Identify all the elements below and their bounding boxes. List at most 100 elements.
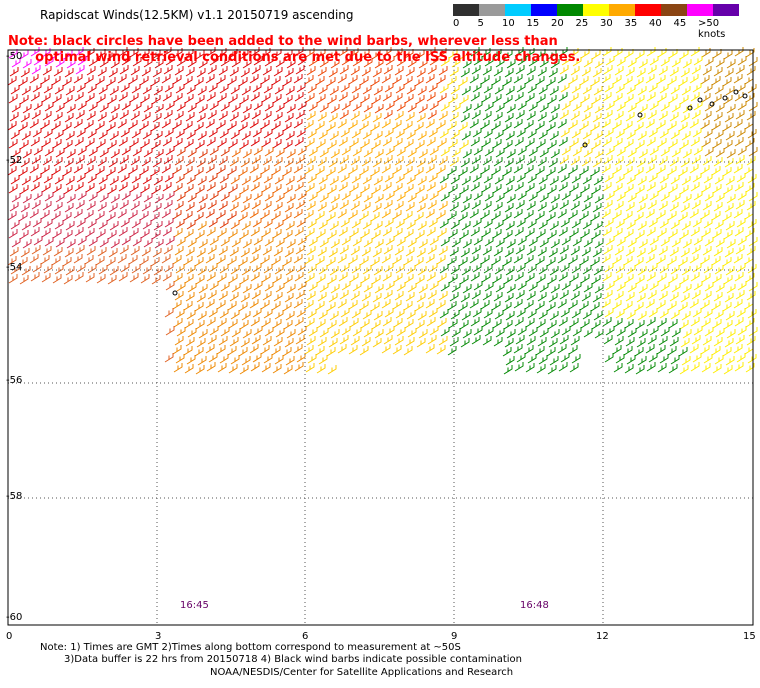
wind-barb: [428, 128, 438, 138]
wind-barb: [392, 165, 402, 175]
wind-barb: [569, 138, 579, 148]
wind-barb: [484, 147, 494, 157]
wind-barb: [645, 74, 655, 84]
wind-barb: [667, 121, 677, 131]
wind-barb: [316, 94, 326, 104]
wind-barb: [294, 272, 304, 282]
wind-barb: [494, 310, 504, 320]
wind-barb: [308, 282, 318, 292]
wind-barb: [515, 155, 525, 165]
wind-barb: [701, 228, 711, 238]
wind-barb: [658, 156, 668, 166]
wind-barb: [612, 75, 622, 85]
wind-barb: [637, 176, 647, 186]
wind-barb: [537, 247, 547, 257]
wind-barb: [338, 227, 348, 237]
wind-barb: [614, 291, 624, 301]
wind-barb: [117, 209, 127, 219]
wind-barb: [525, 363, 535, 373]
wind-barb: [296, 128, 306, 138]
wind-barb: [150, 77, 160, 87]
wind-barb: [700, 165, 710, 175]
wind-barb: [382, 227, 392, 237]
wind-barb: [528, 102, 538, 112]
wind-barb: [264, 237, 274, 247]
wind-barb: [275, 58, 285, 68]
wind-barb: [404, 139, 414, 149]
wind-barb: [514, 182, 524, 192]
wind-barb: [53, 202, 63, 212]
wind-barb: [679, 320, 689, 330]
wind-barb: [525, 93, 535, 103]
wind-barb: [220, 237, 230, 247]
wind-barb: [495, 328, 505, 338]
wind-barb: [494, 175, 504, 185]
wind-barb: [404, 229, 414, 239]
wind-barb: [132, 192, 142, 202]
legend-label: 5: [477, 18, 484, 29]
wind-barb: [184, 364, 194, 374]
wind-barb: [601, 299, 611, 309]
wind-barb: [725, 176, 735, 186]
wind-barb: [110, 194, 120, 204]
wind-barb: [480, 255, 490, 265]
wind-barb: [218, 111, 228, 121]
wind-barb: [590, 212, 600, 222]
wind-barb: [195, 230, 205, 240]
wind-barb: [231, 238, 241, 248]
wind-barb: [593, 311, 603, 321]
wind-barb: [744, 210, 754, 220]
wind-barb: [603, 290, 613, 300]
wind-barb: [734, 92, 744, 102]
wind-barb: [570, 66, 580, 76]
wind-barb: [414, 212, 424, 222]
wind-barb: [514, 137, 524, 147]
wind-barb: [714, 355, 724, 365]
wind-barb: [690, 272, 700, 282]
wind-barb: [174, 291, 184, 301]
wind-barb: [513, 209, 523, 219]
wind-barb: [21, 266, 31, 276]
wind-barb: [568, 210, 578, 220]
wind-barb: [272, 139, 282, 149]
wind-barb: [29, 164, 39, 174]
wind-barb: [273, 67, 283, 77]
wind-barb: [473, 191, 483, 201]
wind-barb: [362, 130, 372, 140]
wind-barb: [361, 112, 371, 122]
wind-barb: [340, 83, 350, 93]
wind-barb: [305, 93, 315, 103]
wind-barb: [472, 83, 482, 93]
wind-barb: [52, 274, 62, 284]
wind-barb: [417, 86, 427, 96]
wind-barb: [185, 157, 195, 167]
wind-barb: [701, 93, 711, 103]
wind-barb: [66, 149, 76, 159]
wind-barb: [723, 365, 733, 375]
wind-barb: [525, 318, 535, 328]
wind-barb: [350, 201, 360, 211]
wind-barb: [372, 293, 382, 303]
wind-barb: [704, 192, 714, 202]
wind-barb: [635, 320, 645, 330]
wind-barb: [359, 76, 369, 86]
wind-barb: [646, 362, 656, 372]
wind-barb: [208, 128, 218, 138]
wind-barb: [449, 292, 459, 302]
wind-barb: [22, 239, 32, 249]
wind-barb: [560, 218, 570, 228]
wind-barb: [328, 293, 338, 303]
wind-barb: [458, 122, 468, 132]
wind-barb: [8, 94, 18, 104]
wind-barb: [361, 202, 371, 212]
wind-barb: [371, 185, 381, 195]
wind-barb: [569, 363, 579, 373]
wind-barb: [176, 282, 186, 292]
wind-barb: [515, 335, 525, 345]
wind-barb: [702, 111, 712, 121]
wind-barb: [88, 57, 98, 67]
wind-barb: [451, 193, 461, 203]
wind-barb: [737, 146, 747, 156]
wind-barb: [592, 203, 602, 213]
wind-barb: [429, 56, 439, 66]
